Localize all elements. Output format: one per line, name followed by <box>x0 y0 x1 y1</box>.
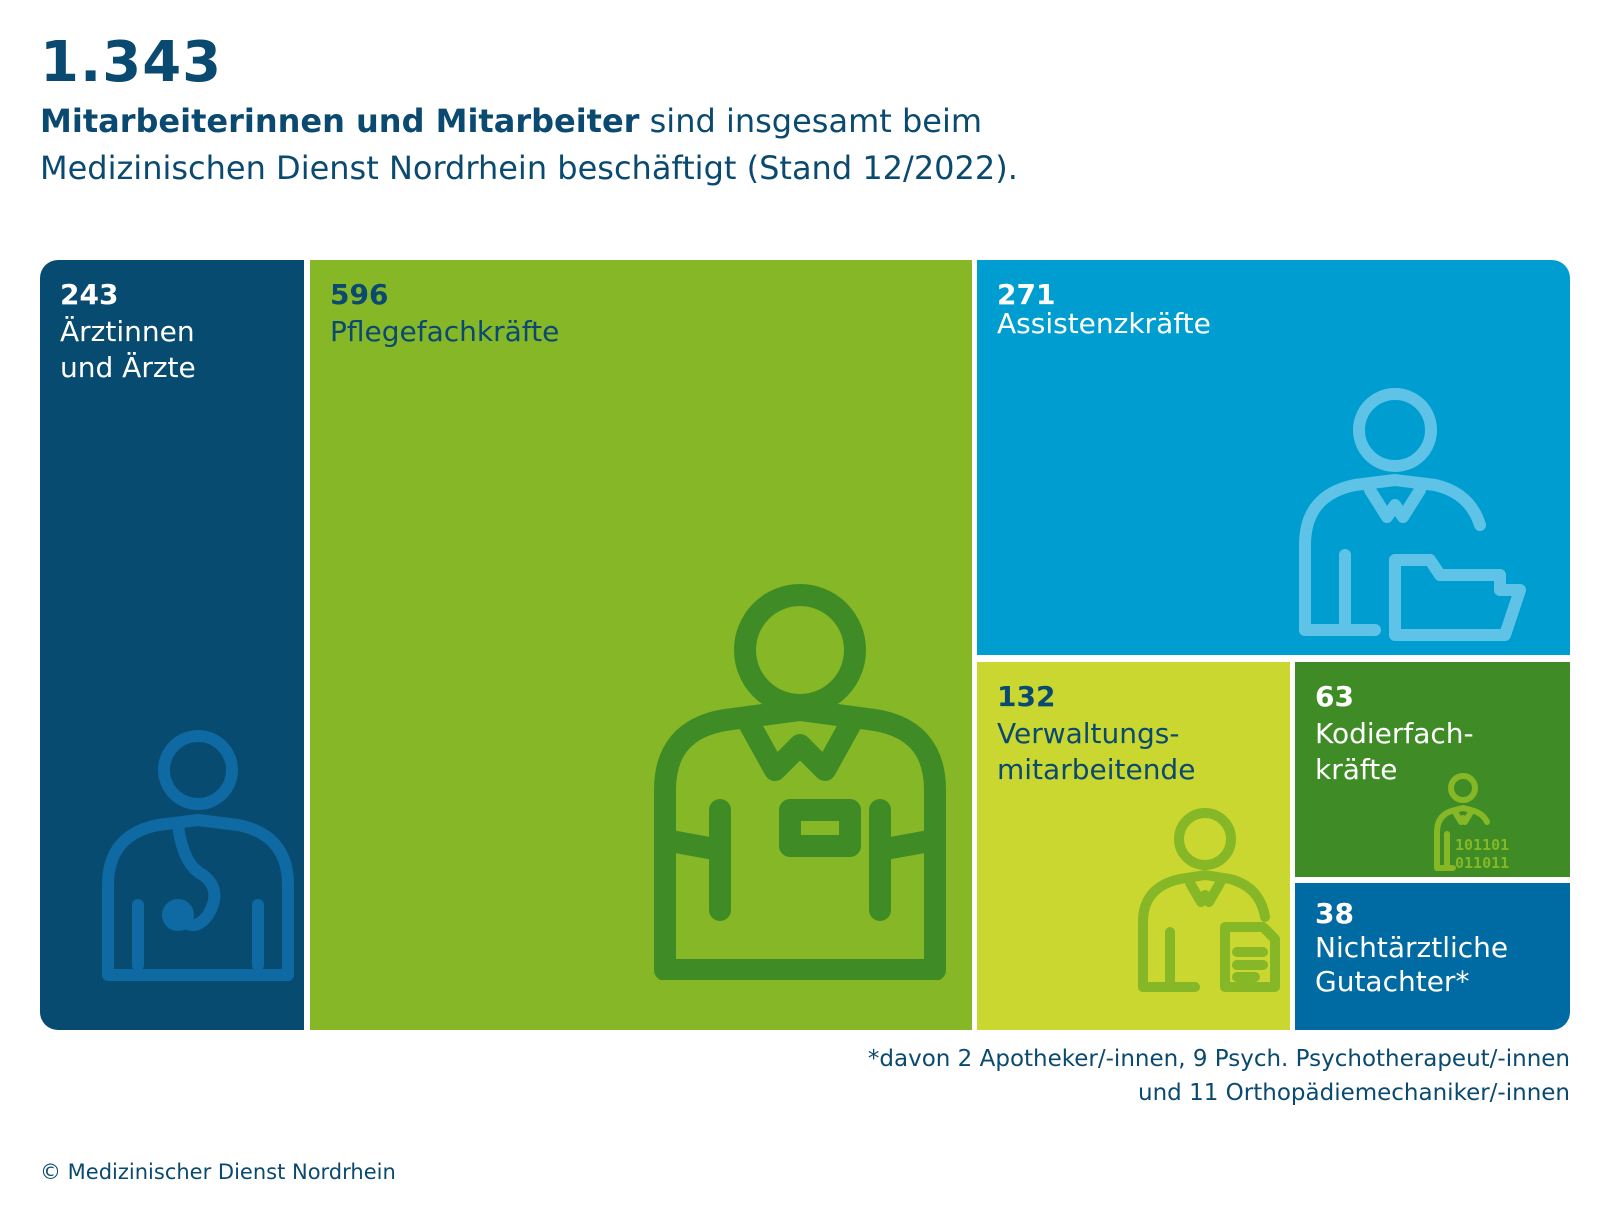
treemap-chart: 243 Ärztinnen und Ärzte 596 Pflegefachkr… <box>40 260 1570 1030</box>
tile-nurses-value: 596 <box>330 278 389 311</box>
nurse-icon <box>654 584 946 980</box>
binary-line-2: 011011 <box>1455 854 1509 872</box>
tile-assistants-value: 271 <box>997 278 1056 311</box>
footnote-line-1: *davon 2 Apotheker/-innen, 9 Psych. Psyc… <box>867 1046 1570 1072</box>
subtitle-bold: Mitarbeiterinnen und Mitarbeiter <box>40 102 640 140</box>
tile-non-medical-experts-label: Nichtärztliche Gutachter* <box>1315 931 1509 998</box>
footnote: *davon 2 Apotheker/-innen, 9 Psych. Psyc… <box>868 1042 1570 1110</box>
admin-document-icon <box>1138 808 1280 992</box>
binary-line-1: 101101 <box>1455 836 1509 854</box>
tile-doctors: 243 Ärztinnen und Ärzte <box>40 260 304 1030</box>
tile-administration-label: Verwaltungs- mitarbeitende <box>997 717 1196 786</box>
tile-coders-label: Kodierfach- kräfte <box>1315 717 1474 786</box>
subtitle-rest: sind insgesamt beim Medizinischen Dienst… <box>40 102 1018 187</box>
tile-non-medical-experts-value: 38 <box>1315 897 1354 930</box>
tile-administration-value: 132 <box>997 680 1056 713</box>
tile-administration: 132 Verwaltungs- mitarbeitende <box>977 662 1290 1030</box>
subtitle: Mitarbeiterinnen und Mitarbeiter sind in… <box>40 98 1190 192</box>
assistant-folder-icon <box>1299 388 1526 641</box>
footnote-line-2: und 11 Orthopädiemechaniker/-innen <box>1138 1080 1570 1106</box>
total-count: 1.343 <box>40 30 223 95</box>
tile-coders-value: 63 <box>1315 680 1354 713</box>
tile-nurses: 596 Pflegefachkräfte <box>310 260 972 1030</box>
tile-doctors-label: Ärztinnen und Ärzte <box>60 315 196 384</box>
tile-doctors-value: 243 <box>60 278 119 311</box>
copyright: © Medizinischer Dienst Nordrhein <box>40 1160 396 1184</box>
tile-assistants: 271 Assistenzkräfte <box>977 260 1570 655</box>
coder-binary-icon: 101101 011011 <box>1434 773 1509 872</box>
tile-assistants-label: Assistenzkräfte <box>997 307 1211 340</box>
tile-nurses-label: Pflegefachkräfte <box>330 315 560 348</box>
doctor-icon <box>102 730 294 981</box>
tile-coders: 63 Kodierfach- kräfte 101101 011011 <box>1295 662 1570 877</box>
tile-non-medical-experts: 38 Nichtärztliche Gutachter* <box>1295 883 1570 1030</box>
